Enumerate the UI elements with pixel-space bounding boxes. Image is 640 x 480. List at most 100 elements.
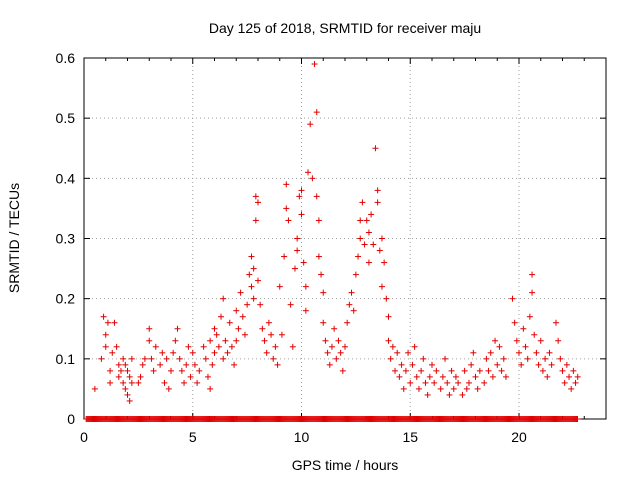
data-point-marker (433, 367, 440, 374)
data-point-marker (552, 319, 559, 326)
data-point-marker (383, 295, 390, 302)
data-point-marker (189, 349, 196, 356)
chart-title: Day 125 of 2018, SRMTID for receiver maj… (209, 20, 481, 36)
data-point-marker (191, 361, 198, 368)
data-point-marker (250, 295, 257, 302)
data-point-marker (531, 331, 538, 338)
data-point-marker (415, 385, 422, 392)
data-point-marker (283, 205, 290, 212)
data-point-marker (500, 355, 507, 362)
data-point-marker (359, 199, 366, 206)
data-point-marker (381, 259, 388, 266)
data-point-marker (298, 187, 305, 194)
data-point-marker (389, 343, 396, 350)
data-point-marker (139, 361, 146, 368)
data-point-marker (146, 337, 153, 344)
data-point-marker (248, 283, 255, 290)
data-point-marker (113, 343, 120, 350)
data-point-marker (396, 373, 403, 380)
data-point-marker (487, 349, 494, 356)
data-point-marker (557, 355, 564, 362)
data-point-marker (357, 235, 364, 242)
data-point-marker (126, 397, 133, 404)
data-point-marker (289, 343, 296, 350)
data-point-marker (250, 265, 257, 272)
data-point-marker (187, 373, 194, 380)
data-point-marker (172, 337, 179, 344)
data-point-marker (120, 355, 127, 362)
data-point-marker (302, 283, 309, 290)
data-point-marker (265, 319, 272, 326)
data-point-marker (115, 373, 122, 380)
data-point-marker (426, 373, 433, 380)
data-point-marker (287, 301, 294, 308)
data-point-marker (294, 247, 301, 254)
x-tick-label: 15 (402, 429, 418, 445)
data-point-marker (420, 355, 427, 362)
data-point-marker (211, 325, 218, 332)
data-point-marker (128, 379, 135, 386)
data-point-marker (472, 373, 479, 380)
data-point-marker (313, 109, 320, 116)
y-tick-label: 0.6 (56, 50, 76, 66)
data-point-marker (526, 313, 533, 320)
data-point-marker (483, 355, 490, 362)
data-point-marker (226, 319, 233, 326)
data-point-marker (231, 361, 238, 368)
data-point-marker (513, 337, 520, 344)
data-point-marker (387, 355, 394, 362)
data-point-marker (474, 385, 481, 392)
data-point-marker (485, 367, 492, 374)
data-point-marker (357, 217, 364, 224)
data-point-marker (405, 349, 412, 356)
data-point-marker (196, 367, 203, 374)
data-point-marker (168, 367, 174, 374)
data-point-marker (233, 337, 240, 344)
data-point-marker (255, 199, 261, 206)
y-axis-label: SRMTID / TECUs (6, 183, 22, 293)
data-point-marker (566, 373, 573, 380)
data-point-marker (283, 181, 290, 188)
data-point-marker (124, 391, 131, 398)
data-point-marker (363, 217, 370, 224)
data-point-marker (424, 391, 431, 398)
x-tick-label: 10 (294, 429, 310, 445)
x-tick-label: 20 (511, 429, 527, 445)
data-point-marker (313, 193, 320, 200)
data-point-marker (402, 367, 409, 374)
data-point-marker (452, 373, 459, 380)
data-point-marker (159, 349, 166, 356)
data-point-marker (522, 343, 529, 350)
data-point-marker (339, 367, 346, 374)
data-point-marker (352, 271, 359, 278)
data-point-marker (222, 337, 229, 344)
data-point-marker (413, 373, 420, 380)
data-point-marker (429, 361, 435, 368)
data-point-marker (274, 361, 281, 368)
data-point-marker (529, 289, 536, 296)
data-point-marker (342, 343, 348, 350)
data-point-marker (257, 301, 264, 308)
data-point-marker (178, 367, 185, 374)
data-point-marker (102, 331, 109, 338)
data-point-marker (311, 61, 318, 68)
data-point-marker (296, 193, 303, 200)
data-point-marker (535, 361, 542, 368)
data-point-marker (548, 361, 555, 368)
data-point-marker (561, 379, 568, 386)
data-point-marker (555, 337, 562, 344)
data-point-marker (385, 337, 392, 344)
data-point-marker (542, 355, 549, 362)
data-point-marker (207, 337, 214, 344)
data-point-marker (194, 379, 201, 386)
data-point-marker (233, 307, 240, 314)
data-point-marker (117, 367, 124, 374)
data-point-marker (537, 337, 544, 344)
data-point-marker (220, 295, 227, 302)
data-point-marker (202, 355, 209, 362)
data-point-marker (422, 379, 429, 386)
x-tick-label: 0 (80, 429, 88, 445)
data-point-marker (285, 217, 292, 224)
data-point-marker (102, 343, 109, 350)
data-point-marker (107, 367, 114, 374)
